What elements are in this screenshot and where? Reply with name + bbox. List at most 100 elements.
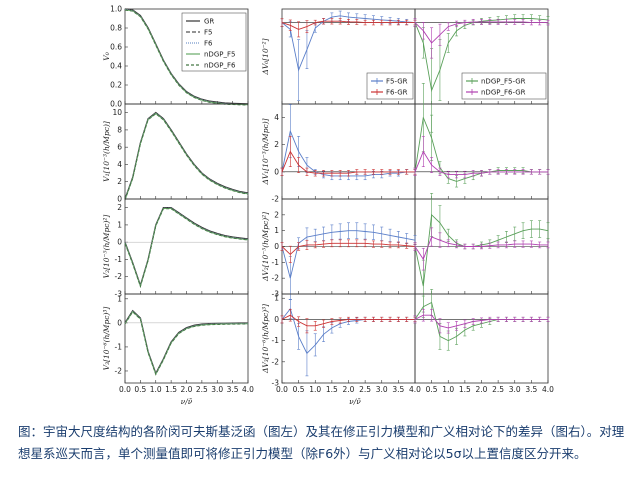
right-panel-3-frame	[414, 293, 549, 384]
right-ytick-label: 1	[274, 294, 279, 303]
left-series-line-F5	[124, 112, 249, 200]
figure-caption: 图：宇宙大尺度结构的各阶闵可夫斯基泛函（图左）及其在修正引力模型和广义相对论下的…	[18, 424, 625, 461]
xtick-label: 2.0	[181, 385, 193, 394]
left-ytick-label: 0	[117, 195, 122, 204]
right-ytick-label: -1	[272, 258, 280, 267]
left-ytick-label: 1.0	[110, 5, 122, 14]
xtick-label: 2.0	[343, 385, 355, 394]
right-ytick-label: 4	[274, 113, 279, 122]
left-series-line-GR	[124, 309, 248, 376]
left-legend-box	[181, 12, 247, 72]
xtick-label: 3.5	[392, 385, 404, 394]
left-ytick-label: -3	[115, 290, 123, 299]
left-panel-2-frame	[124, 198, 249, 295]
left-panel-1-frame	[124, 103, 249, 200]
right-ytick-label: 1	[274, 226, 279, 235]
legend-label-nDGP_F6-GR: nDGP_F6-GR	[481, 89, 526, 97]
left-series-line-F5	[124, 310, 248, 375]
left-ytick-label: 0.8	[110, 24, 122, 33]
left-ytick-label: 8	[117, 125, 122, 134]
left-series-line-F6	[124, 112, 249, 200]
xtick-label: 2.5	[196, 385, 208, 394]
xtick-label: 1.5	[459, 385, 471, 394]
left-ytick-label: 2	[117, 203, 122, 212]
xtick-label: 0.5	[426, 385, 438, 394]
left-ytick-label: 2	[117, 177, 122, 186]
xtick-label: 3.0	[376, 385, 388, 394]
right-panel-3-ylabel: ΔV₃[10⁻⁶(h/Mpc)³]	[261, 304, 270, 374]
xtick-label: 2.0	[476, 385, 488, 394]
right-panel-1-ylabel: ΔV₁[10⁻³(h/Mpc)]	[261, 118, 270, 185]
diff-line-F6-GR	[281, 150, 415, 174]
left-panel-2-ylabel: V₂[10⁻⁵(h/Mpc)²]	[102, 215, 111, 279]
left-series-line-F6	[124, 310, 248, 376]
xtick-label: 3.5	[525, 385, 537, 394]
xtick-label: 1.5	[326, 385, 338, 394]
xtick-label: 3.5	[227, 385, 239, 394]
legend-label-F6-GR: F6-GR	[386, 89, 408, 97]
diff-line-nDGP_F6-GR	[414, 21, 548, 44]
right-ytick-label: -2	[272, 195, 280, 204]
xtick-label: 0.0	[119, 385, 131, 394]
figure: 0.00.20.40.60.81.0V₀0246810V₁[10⁻³(h/Mpc…	[102, 5, 554, 407]
left-series-line-nDGP_F5	[124, 112, 249, 201]
xtick-label: 4.0	[542, 385, 554, 394]
left-series-line-F5	[124, 207, 249, 288]
xtick-label: 3.0	[509, 385, 521, 394]
right-ytick-label: 0	[274, 315, 279, 324]
left-series-line-nDGP_F6	[124, 311, 248, 376]
right-panel-0-ylabel: ΔV₀[10⁻²]	[261, 38, 270, 75]
legend-label-F6: F6	[204, 40, 213, 48]
legend-label-F5: F5	[204, 29, 212, 37]
legend-label-nDGP_F6: nDGP_F6	[204, 62, 236, 70]
legend-label-nDGP_F5-GR: nDGP_F5-GR	[481, 78, 526, 86]
left-panel-3-ylabel: V₃[10⁻⁶(h/Mpc)³]	[102, 307, 111, 371]
left-ytick-label: 0.2	[110, 81, 122, 90]
left-ytick-label: 1	[117, 294, 122, 303]
xtick-label: 1.0	[442, 385, 454, 394]
left-series-line-nDGP_F6	[124, 113, 249, 201]
x-axis-label-left: ν/ν̄	[181, 397, 193, 406]
legend-box-mid	[366, 72, 414, 100]
xtick-label: 0.5	[134, 385, 146, 394]
xtick-label: 1.5	[165, 385, 177, 394]
left-ytick-label: 6	[117, 143, 122, 152]
mid-panel-1-frame	[281, 103, 416, 200]
left-ytick-label: 1	[117, 220, 122, 229]
right-ytick-label: -3	[272, 290, 280, 299]
left-ytick-label: 4	[117, 160, 122, 169]
left-ytick-label: 10	[112, 108, 122, 117]
left-ytick-label: 0.4	[110, 62, 122, 71]
legend-label-GR: GR	[204, 18, 214, 26]
left-ytick-label: 0	[117, 238, 122, 247]
xtick-label: 2.5	[359, 385, 371, 394]
xtick-label: 1.0	[150, 385, 162, 394]
mid-panel-3-frame	[281, 293, 416, 384]
left-ytick-label: -1	[115, 342, 123, 351]
diff-line-F5-GR	[281, 307, 415, 355]
right-ytick-label: -2	[272, 274, 280, 283]
right-ytick-label: 0	[274, 167, 279, 176]
right-ytick-label: 2	[274, 210, 279, 219]
left-ytick-label: -2	[115, 366, 123, 375]
left-ytick-label: -2	[115, 272, 123, 281]
xtick-label: 3.0	[211, 385, 223, 394]
right-ytick-label: -3	[272, 379, 280, 388]
right-ytick-label: 2	[274, 140, 279, 149]
left-panel-0-ylabel: V₀	[102, 52, 111, 60]
right-panel-2-ylabel: ΔV₂[10⁻⁵(h/Mpc)²]	[261, 212, 270, 282]
legend-label-F5-GR: F5-GR	[386, 78, 408, 86]
xtick-label: 2.5	[492, 385, 504, 394]
xtick-label: 0.5	[293, 385, 305, 394]
xtick-label: 1.0	[309, 385, 321, 394]
left-ytick-label: -1	[115, 255, 123, 264]
left-ytick-label: 0.0	[110, 100, 122, 109]
diff-line-F5-GR	[281, 129, 415, 177]
legend-box-right	[461, 72, 547, 100]
left-panel-3-frame	[124, 293, 249, 384]
xtick-label: 4.0	[242, 385, 254, 394]
xtick-label: 4.0	[409, 385, 421, 394]
legend-label-nDGP_F5: nDGP_F5	[204, 51, 235, 59]
diff-line-nDGP_F5-GR	[414, 213, 549, 287]
left-series-line-nDGP_F5	[124, 208, 249, 288]
